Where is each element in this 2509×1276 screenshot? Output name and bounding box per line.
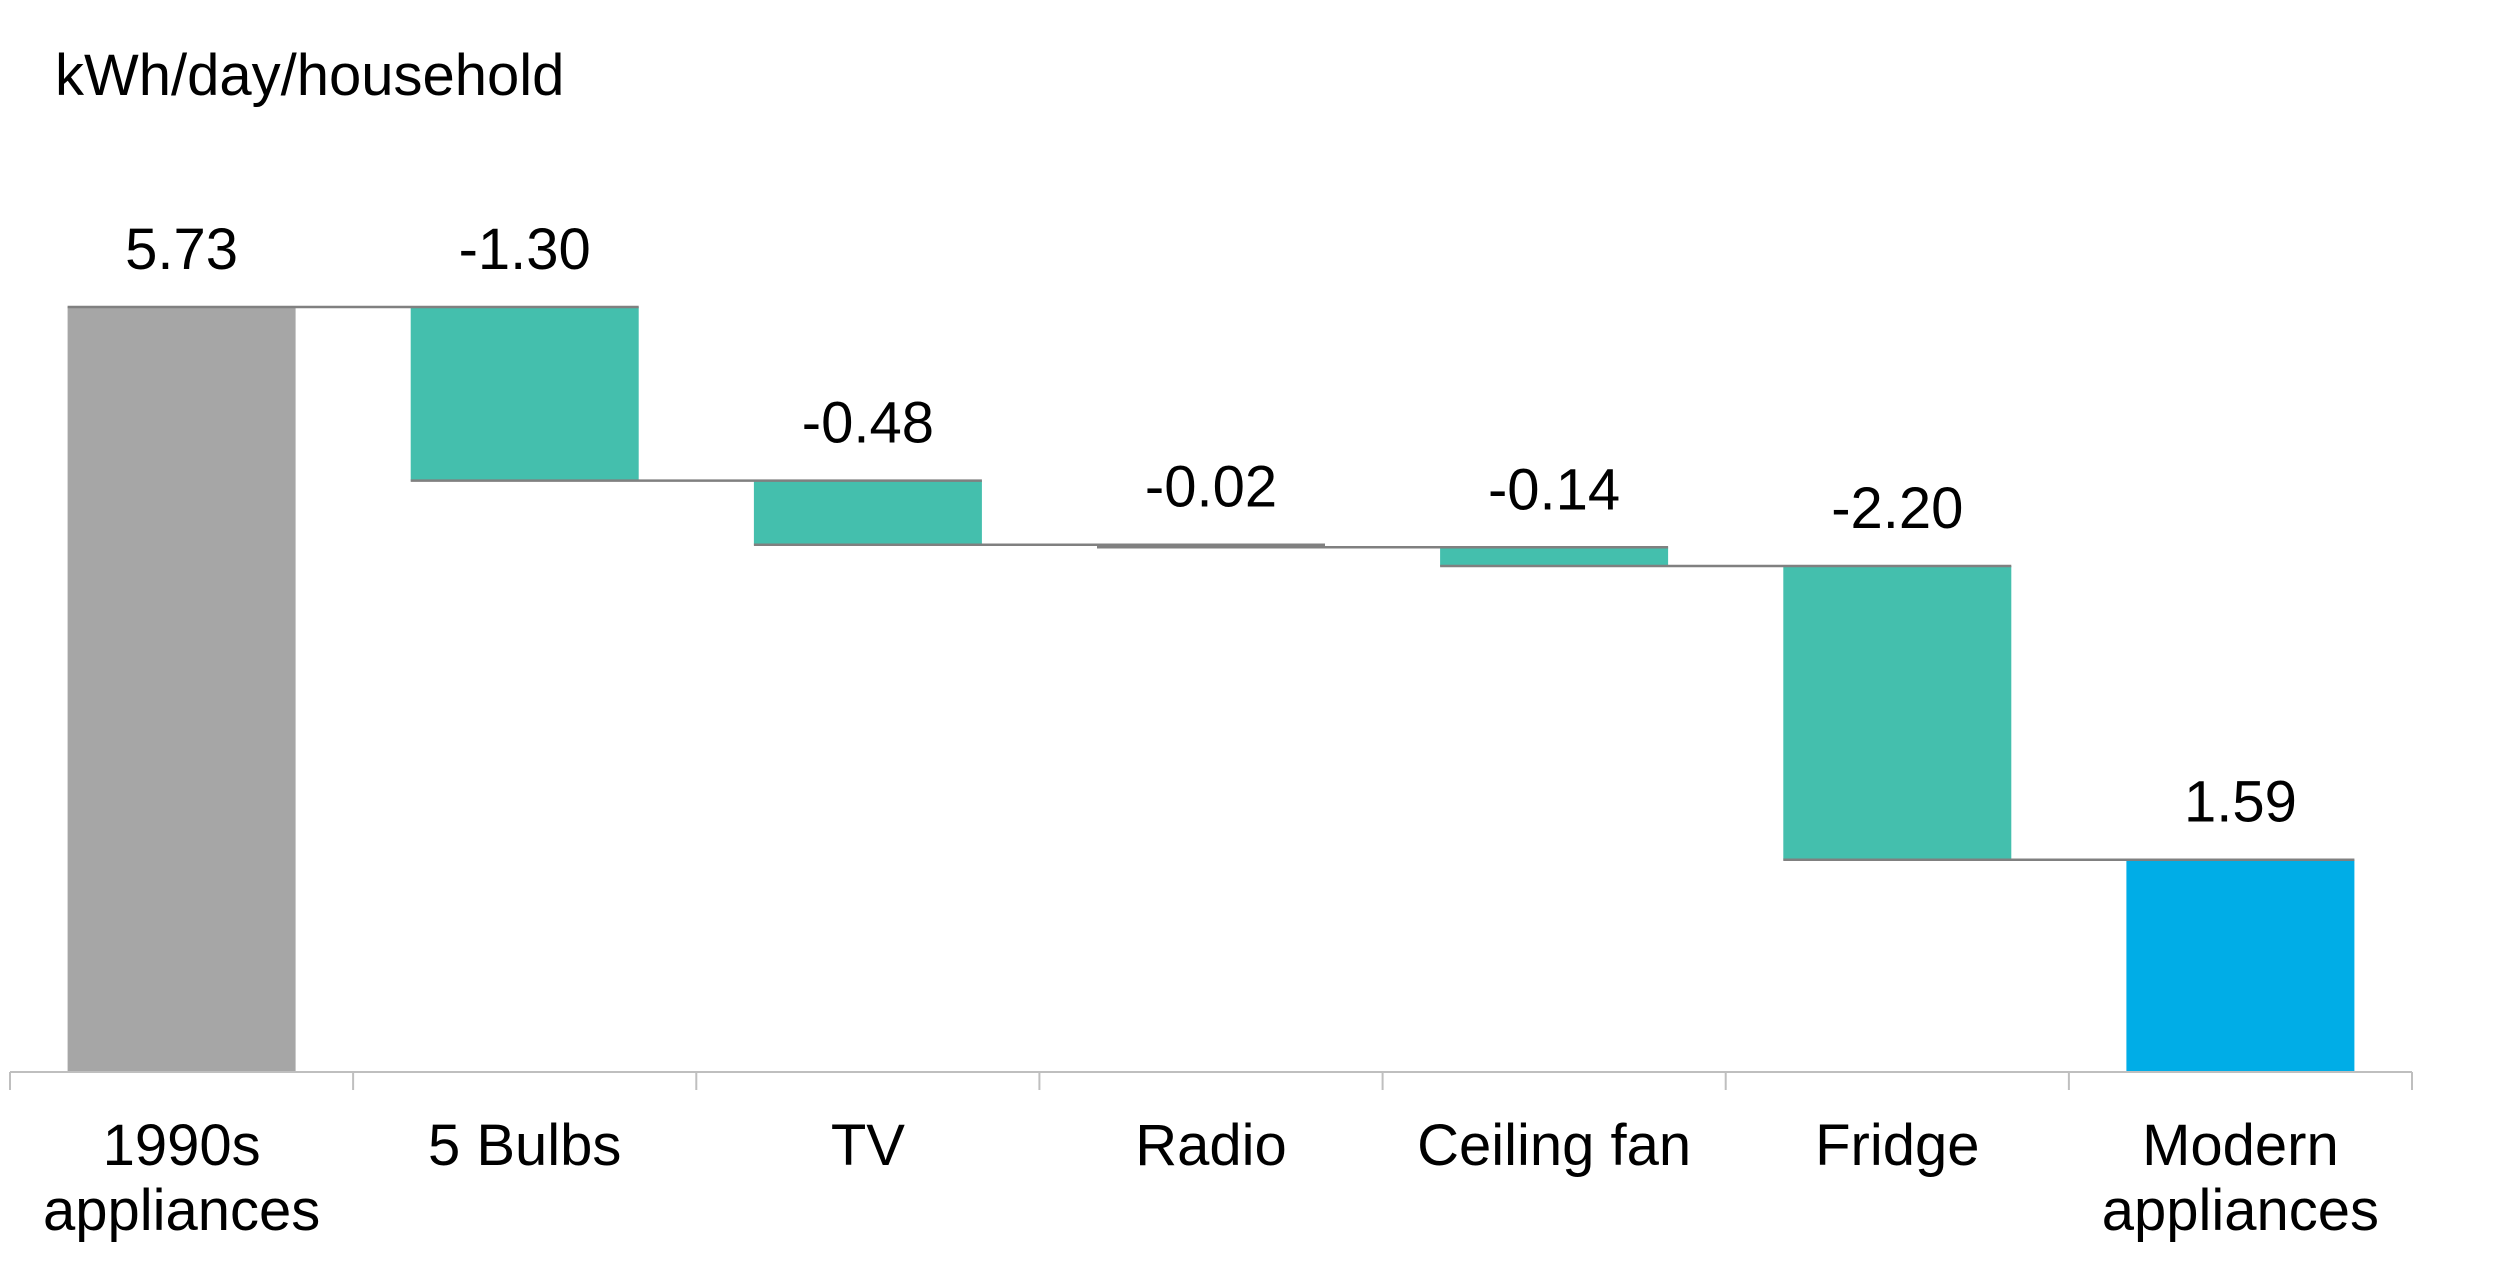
x-tick-labels-layer: 1990s appliances 5 Bulbs TV Radio Ceiling fan…: [43, 1113, 2379, 1243]
x-tick-label: 5 Bulbs: [428, 1113, 621, 1178]
connectors-layer: [67, 305, 2355, 861]
bars-layer: [67, 307, 2355, 1072]
data-label: -0.02: [1145, 455, 1277, 520]
bar-1990s-appliances: [67, 307, 296, 1072]
x-tick-label: 1990s appliances: [43, 1113, 320, 1243]
y-axis-unit-label: kWh/day/household: [55, 43, 564, 108]
bar-modern-appliances: [2126, 859, 2355, 1072]
x-axis: [9, 1071, 2413, 1090]
value-labels-layer: 5.73 -1.30 -0.48 -0.02 -0.14 -2.20 1.59: [125, 217, 2297, 835]
bar-ceiling-fan: [1440, 547, 1669, 566]
x-tick-label: TV: [831, 1113, 905, 1178]
x-tick-label: Ceiling fan: [1417, 1113, 1691, 1178]
data-label: -0.14: [1488, 457, 1620, 522]
data-label: -1.30: [459, 217, 591, 282]
data-label: 5.73: [125, 217, 238, 282]
bar-fridge: [1783, 566, 2012, 860]
bar-5-bulbs: [410, 307, 639, 481]
data-label: -2.20: [1831, 476, 1963, 541]
bar-tv: [753, 480, 982, 545]
x-tick-label: Fridge: [1815, 1113, 1979, 1178]
data-label: 1.59: [2184, 770, 2297, 835]
x-tick-label: Radio: [1135, 1113, 1287, 1178]
x-tick-label: Modern appliances: [2102, 1113, 2379, 1243]
data-label: -0.48: [802, 391, 934, 456]
